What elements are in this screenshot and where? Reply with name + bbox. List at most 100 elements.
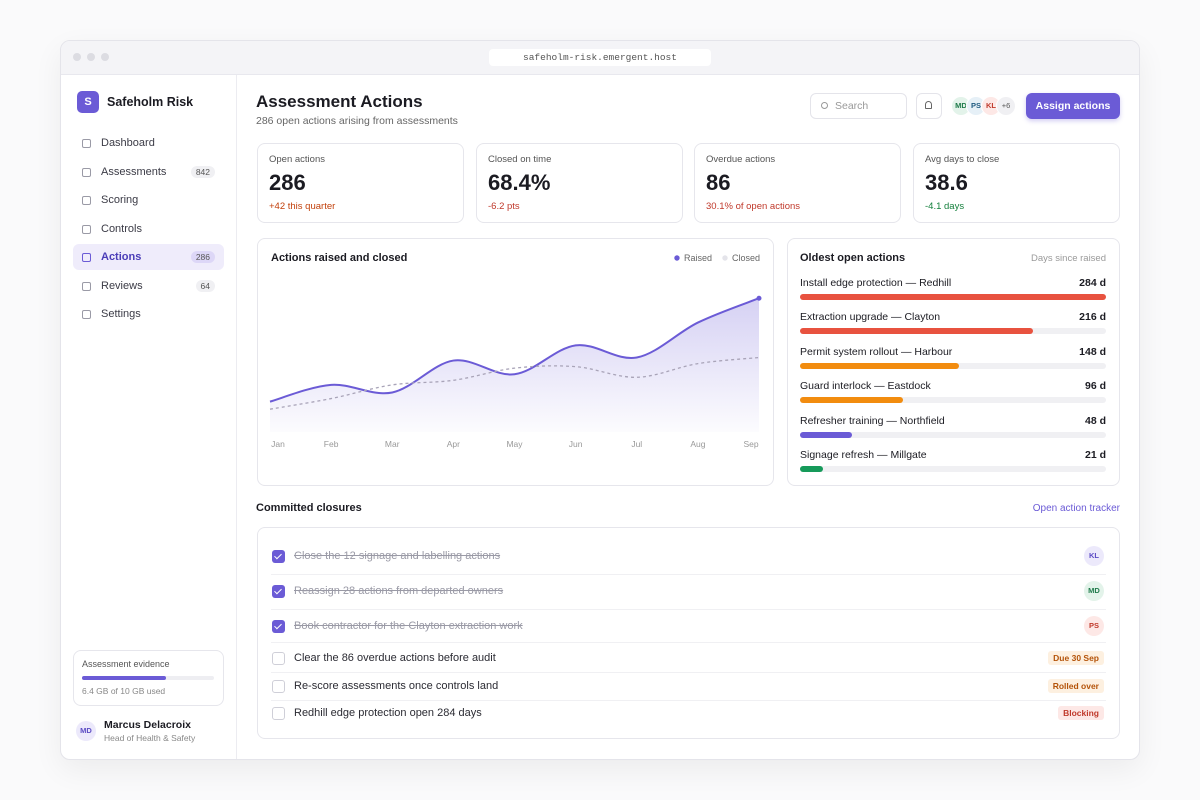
x-tick-label: Apr — [447, 439, 460, 449]
search-icon — [821, 102, 828, 109]
nav-label[interactable]: Actions — [101, 251, 142, 263]
kpi-card — [913, 143, 1120, 223]
closures-link[interactable]: Open action tracker — [1032, 503, 1120, 514]
nav-label[interactable]: Scoring — [101, 194, 139, 206]
oldest-label: Guard interlock — Eastdock — [800, 380, 931, 393]
closure-text: Clear the 86 overdue actions before audi… — [294, 652, 496, 664]
bar — [800, 466, 823, 472]
nav-icon — [82, 196, 91, 205]
x-tick-label: Mar — [385, 439, 400, 449]
nav-count: 64 — [195, 279, 215, 292]
oldest-value: 284 d — [1079, 277, 1106, 289]
x-tick-label: Jan — [271, 439, 285, 449]
kpi-delta: -4.1 days — [925, 201, 965, 212]
kpi-value: 86 — [706, 170, 731, 195]
kpi-label: Overdue actions — [706, 154, 776, 165]
oldest-label: Signage refresh — Millgate — [800, 449, 927, 461]
legend-label: Closed — [732, 253, 760, 263]
end-point — [756, 295, 762, 301]
oldest-title: Oldest open actions — [800, 252, 906, 264]
checkbox[interactable] — [272, 652, 285, 665]
nav-label[interactable]: Controls — [101, 222, 142, 235]
x-tick-label: Aug — [690, 439, 705, 449]
checkbox[interactable] — [272, 550, 285, 563]
storage-label: 6.4 GB of 10 GB used — [82, 686, 166, 696]
search-placeholder: Search — [835, 100, 869, 112]
status-tag: Blocking — [1058, 706, 1104, 720]
checkbox[interactable] — [272, 707, 285, 720]
area — [270, 298, 759, 432]
oldest-value: 48 d — [1084, 414, 1106, 427]
bar — [800, 294, 1106, 300]
row-divider — [271, 642, 1106, 643]
oldest-label: Extraction upgrade — Clayton — [800, 311, 941, 324]
row-divider — [271, 699, 1106, 701]
bar — [800, 362, 960, 369]
check-mark — [274, 621, 282, 629]
nav-label[interactable]: Reviews — [101, 279, 143, 292]
x-tick-label: Sep — [743, 439, 758, 449]
nav-icon — [82, 253, 91, 262]
kpi-label: Avg days to close — [925, 154, 1000, 165]
user-avatar: MD — [76, 721, 96, 741]
closures-title: Committed closures — [256, 502, 362, 514]
legend-label: Raised — [684, 253, 712, 263]
x-tick-label: Jul — [631, 439, 642, 449]
closure-text: Reassign 28 actions from departed owners — [294, 585, 504, 597]
closure-text: Re-score assessments once controls land — [294, 680, 499, 692]
nav-label[interactable]: Dashboard — [101, 137, 155, 149]
oldest-value: 216 d — [1079, 311, 1106, 324]
nav-label[interactable]: Settings — [101, 308, 141, 320]
x-tick-label: Jun — [569, 439, 583, 449]
oldest-subtitle: Days since raised — [1031, 253, 1106, 264]
nav-icon — [82, 139, 91, 148]
closure-text: Close the 12 signage and labelling actio… — [294, 550, 501, 562]
line — [269, 356, 760, 410]
kpi-delta: +42 this quarter — [269, 201, 336, 212]
legend-dot — [722, 255, 728, 261]
chart-title: Actions raised and closed — [271, 252, 408, 264]
kpi-label: Open actions — [269, 154, 325, 165]
kpi-value: 68.4% — [488, 170, 551, 195]
legend-dot — [674, 255, 680, 261]
url-bar — [489, 49, 711, 66]
nav-count: 842 — [190, 165, 215, 178]
checkbox[interactable] — [272, 680, 285, 693]
owner-avatar: MD — [1084, 581, 1104, 601]
nav-icon — [82, 224, 91, 234]
closure-text: Redhill edge protection open 284 days — [294, 707, 482, 719]
chart: Jan Feb Mar Apr May Jun Jul Aug Sep Closed Raised — [269, 253, 762, 449]
nav-icon — [82, 281, 91, 291]
oldest-label: Permit system rollout — Harbour — [800, 345, 953, 358]
kpi-label: Closed on time — [488, 154, 552, 165]
x-tick-label: Feb — [324, 439, 339, 449]
storage-title: Assessment evidence — [82, 659, 170, 669]
check-mark — [274, 551, 282, 559]
oldest-value: 148 d — [1079, 345, 1106, 358]
row-divider — [271, 573, 1106, 575]
oldest-label: Refresher training — Northfield — [800, 414, 945, 427]
url-text: safeholm-risk.emergent.host — [523, 52, 677, 63]
assign-button[interactable]: Assign actions — [1026, 93, 1120, 119]
sidebar-divider — [236, 75, 237, 759]
brand-name: Safeholm Risk — [107, 95, 194, 109]
bar-track — [800, 431, 1106, 438]
kpi-delta: 30.1% of open actions — [706, 201, 801, 212]
nav-count: 286 — [190, 251, 215, 263]
kpi-value: 286 — [269, 170, 306, 195]
check-mark — [274, 586, 282, 594]
nav-label[interactable]: Assessments — [101, 165, 167, 178]
oldest-value: 96 d — [1084, 380, 1106, 393]
x-tick-label: May — [506, 439, 523, 449]
owner-avatar: KL — [1084, 546, 1104, 566]
page-subtitle: 286 open actions arising from assessment… — [256, 115, 458, 127]
window-dot — [101, 53, 109, 61]
nav-icon — [82, 310, 91, 319]
status-tag: Due 30 Sep — [1048, 651, 1104, 665]
checkbox[interactable] — [272, 620, 285, 633]
owner-avatar: PS — [1084, 616, 1104, 636]
checkbox[interactable] — [272, 585, 285, 598]
oldest-value: 21 d — [1084, 449, 1106, 461]
closure-text: Book contractor for the Clayton extracti… — [294, 620, 523, 632]
status-tag: Rolled over — [1047, 679, 1104, 693]
